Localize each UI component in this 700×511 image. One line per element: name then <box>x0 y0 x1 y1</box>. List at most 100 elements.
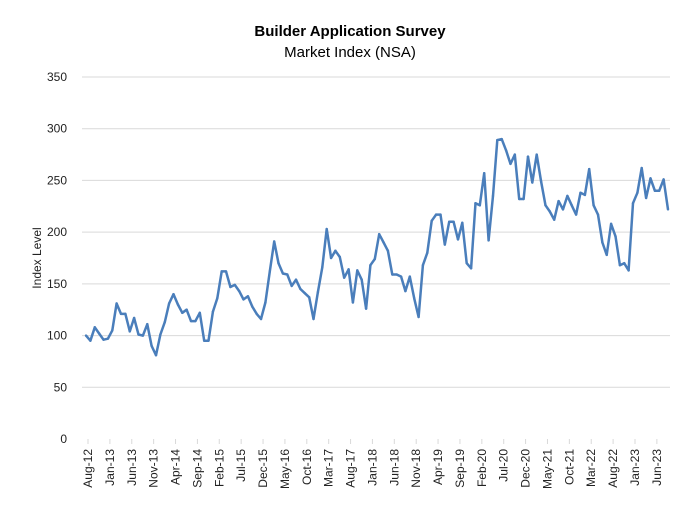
x-axis-ticks: Aug-12 Jan-13 Jun-13 Nov-13 Apr-14 Sep-14 Feb-… <box>81 439 664 489</box>
x-tick-label: Feb-20 <box>475 449 489 487</box>
data-point <box>325 227 328 231</box>
data-point <box>281 272 285 275</box>
data-point <box>557 199 560 203</box>
x-tick-label: Jun-18 <box>387 449 401 486</box>
data-point <box>163 320 166 324</box>
data-point <box>391 273 394 276</box>
data-point <box>202 339 206 342</box>
data-point <box>307 296 311 299</box>
data-point <box>531 181 534 184</box>
data-point <box>93 326 96 329</box>
data-point <box>185 308 188 311</box>
data-point <box>430 219 433 222</box>
data-point <box>548 210 552 213</box>
data-point <box>399 275 403 278</box>
data-point <box>216 297 219 300</box>
data-point <box>522 197 525 201</box>
data-point <box>207 339 210 342</box>
x-tick-label: Nov-18 <box>409 449 423 488</box>
x-tick-label: Sep-19 <box>453 449 467 488</box>
data-point <box>369 264 372 267</box>
data-point <box>286 273 289 276</box>
data-point <box>312 317 315 321</box>
data-point <box>150 344 153 348</box>
data-point <box>255 312 258 316</box>
data-point <box>237 289 241 293</box>
data-point <box>544 204 547 207</box>
data-point <box>426 251 429 255</box>
data-point <box>334 249 337 252</box>
data-point <box>618 264 622 267</box>
data-point <box>574 213 578 216</box>
data-point <box>636 191 639 195</box>
data-point <box>347 268 350 271</box>
data-point <box>601 241 604 244</box>
data-point <box>268 270 271 273</box>
y-tick-label: 250 <box>47 173 67 187</box>
data-point <box>592 204 595 207</box>
data-point <box>561 208 565 211</box>
y-tick-label: 50 <box>54 380 68 394</box>
x-tick-label: Aug-17 <box>344 449 358 488</box>
data-point <box>146 322 149 326</box>
data-point <box>417 315 420 319</box>
data-point <box>583 193 587 197</box>
data-point <box>189 319 193 323</box>
data-point <box>421 264 425 267</box>
data-point <box>412 297 416 300</box>
data-point <box>640 166 643 170</box>
data-point <box>211 310 215 313</box>
data-point <box>373 257 377 261</box>
data-point <box>277 261 280 265</box>
x-tick-label: Jul-20 <box>497 449 511 482</box>
x-tick-label: Jun-13 <box>125 449 139 486</box>
x-tick-label: Jun-23 <box>650 449 664 486</box>
x-tick-label: Apr-14 <box>169 449 183 485</box>
data-point <box>649 177 652 180</box>
x-tick-label: May-16 <box>278 449 292 489</box>
data-point <box>644 196 648 200</box>
data-point <box>316 290 320 294</box>
x-tick-label: Dec-20 <box>519 449 533 488</box>
data-point <box>106 337 110 340</box>
data-point <box>382 241 385 244</box>
data-point <box>259 317 263 321</box>
data-point <box>614 235 617 238</box>
y-tick-label: 0 <box>60 432 67 446</box>
gridlines <box>82 76 670 388</box>
data-point <box>518 197 521 201</box>
y-tick-label: 300 <box>47 122 67 136</box>
data-point <box>246 295 250 298</box>
data-point <box>662 178 665 181</box>
data-point <box>408 275 412 278</box>
data-point <box>84 334 88 337</box>
y-tick-label: 100 <box>47 329 67 343</box>
data-point <box>181 311 184 315</box>
data-point <box>233 283 236 287</box>
x-tick-label: Sep-14 <box>190 449 204 488</box>
data-point <box>154 354 158 357</box>
data-point <box>653 189 657 192</box>
data-point <box>294 278 298 281</box>
data-point <box>465 261 468 265</box>
data-point <box>329 256 333 260</box>
x-tick-label: Jul-15 <box>234 449 248 482</box>
data-point <box>102 338 105 341</box>
x-tick-label: Jan-23 <box>628 449 642 486</box>
data-point <box>141 334 145 337</box>
data-point <box>404 289 407 293</box>
data-point <box>623 261 626 265</box>
data-point <box>119 312 123 316</box>
data-point <box>290 284 293 288</box>
data-point <box>579 191 582 195</box>
x-tick-label: May-21 <box>540 449 554 489</box>
chart-title: Builder Application Survey <box>254 23 446 40</box>
data-point <box>487 239 490 242</box>
data-point <box>172 293 175 296</box>
data-point <box>395 273 398 276</box>
data-point <box>176 303 180 306</box>
data-point <box>159 333 162 336</box>
data-point <box>439 213 442 216</box>
data-point <box>496 138 499 142</box>
data-point <box>242 298 245 301</box>
